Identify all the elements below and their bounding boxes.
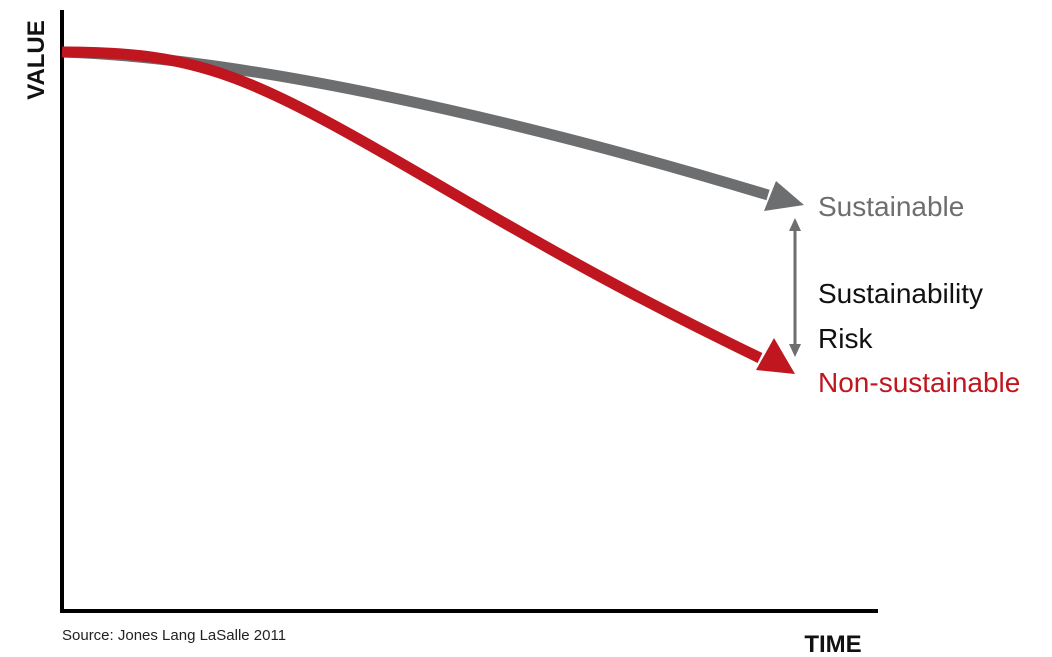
risk-arrow-down-head: [789, 344, 801, 357]
risk-label-line2: Risk: [818, 323, 873, 354]
non-sustainable-label: Non-sustainable: [818, 367, 1020, 398]
risk-label-line1: Sustainability: [818, 278, 983, 309]
risk-arrow-up-head: [789, 218, 801, 231]
y-axis-title: VALUE: [23, 20, 50, 100]
non-sustainable-arrowhead: [756, 338, 795, 374]
non-sustainable-curve: [61, 46, 763, 363]
x-axis-title: TIME: [804, 631, 861, 657]
source-note: Source: Jones Lang LaSalle 2011: [62, 627, 286, 644]
sustainable-arrowhead: [764, 181, 804, 211]
sustainable-label: Sustainable: [818, 191, 964, 222]
